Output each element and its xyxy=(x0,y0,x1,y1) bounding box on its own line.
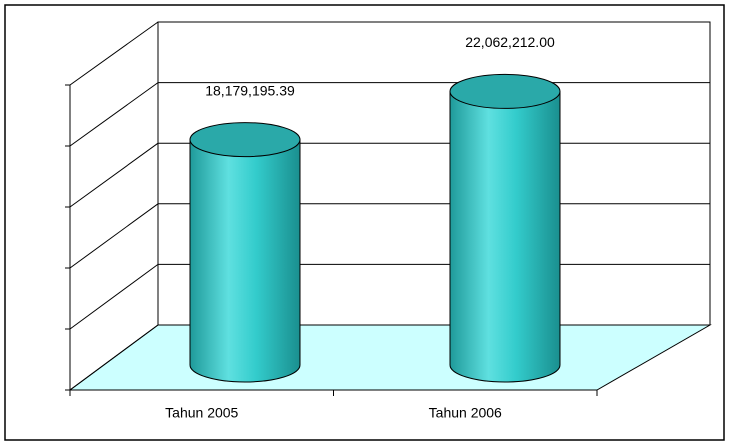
side-grid-line xyxy=(69,203,159,269)
floor xyxy=(68,324,712,391)
bar-top xyxy=(449,73,561,109)
side-grid-line xyxy=(69,21,159,86)
value-label: 22,062,212.00 xyxy=(465,34,555,50)
side-grid-line xyxy=(69,82,159,147)
bar-top xyxy=(189,122,301,158)
side-grid-line xyxy=(69,324,159,391)
bar xyxy=(189,139,301,383)
value-label: 18,179,195.39 xyxy=(205,82,295,98)
x-tick-label: Tahun 2005 xyxy=(165,405,238,421)
bar xyxy=(449,90,561,383)
plot-area: Tahun 2005 18,179,195.39 Tahun 2006 22,062,… xyxy=(65,21,712,421)
side-grid-line xyxy=(69,142,159,208)
x-tick-label: Tahun 2006 xyxy=(429,405,502,421)
side-grid-line xyxy=(69,263,159,330)
